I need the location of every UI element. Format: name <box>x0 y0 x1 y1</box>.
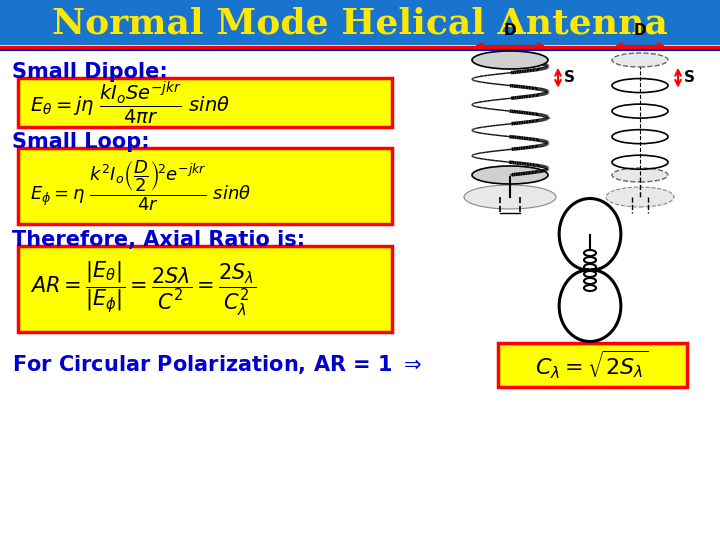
Ellipse shape <box>472 51 548 69</box>
Bar <box>0 0 720 45</box>
Text: D: D <box>504 23 516 38</box>
Ellipse shape <box>472 166 548 184</box>
Text: D: D <box>634 23 647 38</box>
Text: $E_\phi =\eta\ \dfrac{k^2 I_o \left(\dfrac{D}{2}\right)^{\!2} e^{-jkr}}{4r}\ sin: $E_\phi =\eta\ \dfrac{k^2 I_o \left(\dfr… <box>30 159 251 213</box>
Text: S: S <box>684 70 695 85</box>
Ellipse shape <box>612 53 668 67</box>
Text: Small Dipole:: Small Dipole: <box>12 62 168 82</box>
Ellipse shape <box>612 168 668 182</box>
Ellipse shape <box>464 185 556 209</box>
Text: $C_\lambda = \sqrt{2S_\lambda}$: $C_\lambda = \sqrt{2S_\lambda}$ <box>536 349 649 381</box>
Text: $E_\theta = j\eta\ \dfrac{kI_oSe^{-jkr}}{4\pi r}\ sin\theta$: $E_\theta = j\eta\ \dfrac{kI_oSe^{-jkr}}… <box>30 80 230 126</box>
FancyBboxPatch shape <box>18 148 392 224</box>
Ellipse shape <box>606 187 674 207</box>
FancyBboxPatch shape <box>18 246 392 332</box>
FancyBboxPatch shape <box>498 343 687 387</box>
Text: Normal Mode Helical Antenna: Normal Mode Helical Antenna <box>52 6 668 40</box>
FancyBboxPatch shape <box>18 78 392 127</box>
Text: $AR=\dfrac{|E_\theta|}{|E_\phi|}=\dfrac{2S\lambda}{C^2}=\dfrac{2S_\lambda}{C_\la: $AR=\dfrac{|E_\theta|}{|E_\phi|}=\dfrac{… <box>30 260 256 318</box>
Text: For Circular Polarization, AR = 1 $\Rightarrow$: For Circular Polarization, AR = 1 $\Righ… <box>12 354 422 376</box>
Text: Small Loop:: Small Loop: <box>12 132 150 152</box>
Text: S: S <box>564 70 575 85</box>
Text: Therefore, Axial Ratio is:: Therefore, Axial Ratio is: <box>12 230 305 250</box>
